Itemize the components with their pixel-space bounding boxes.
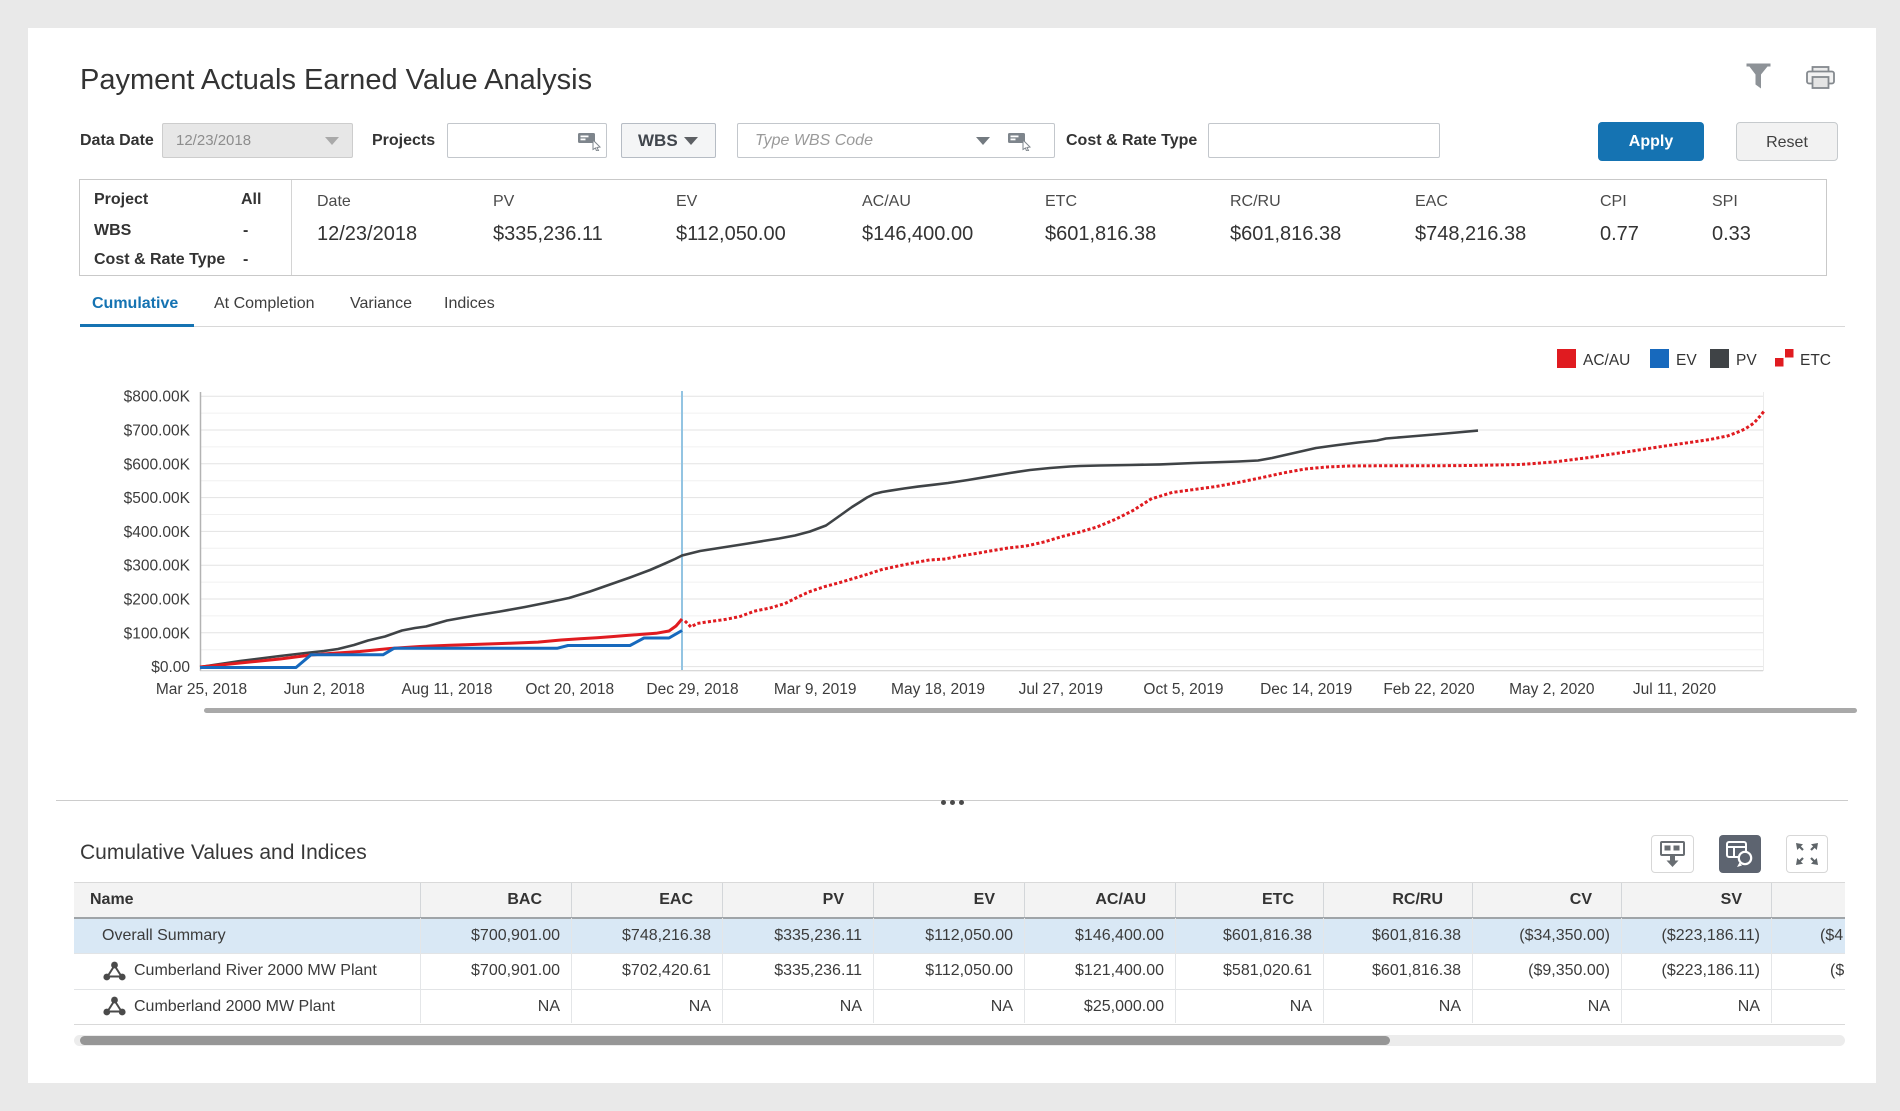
svg-text:$0.00: $0.00 — [151, 659, 190, 676]
svg-text:PV: PV — [1736, 352, 1757, 369]
svg-text:Jul 27, 2019: Jul 27, 2019 — [1019, 681, 1103, 698]
svg-text:Oct 20, 2018: Oct 20, 2018 — [525, 681, 614, 698]
svg-text:May 18, 2019: May 18, 2019 — [891, 681, 985, 698]
svg-text:$100.00K: $100.00K — [124, 625, 191, 642]
svg-text:ETC: ETC — [1800, 352, 1831, 369]
svg-text:$700.00K: $700.00K — [124, 423, 191, 440]
svg-text:$800.00K: $800.00K — [124, 389, 191, 406]
svg-text:Jul 11, 2020: Jul 11, 2020 — [1633, 681, 1717, 698]
svg-text:AC/AU: AC/AU — [1583, 352, 1630, 369]
svg-text:$400.00K: $400.00K — [124, 524, 191, 541]
svg-text:Dec 14, 2019: Dec 14, 2019 — [1260, 681, 1352, 698]
svg-text:May 2, 2020: May 2, 2020 — [1509, 681, 1595, 698]
svg-text:Jun 2, 2018: Jun 2, 2018 — [284, 681, 365, 698]
svg-text:Oct 5, 2019: Oct 5, 2019 — [1143, 681, 1223, 698]
svg-text:$500.00K: $500.00K — [124, 490, 191, 507]
svg-text:Feb 22, 2020: Feb 22, 2020 — [1383, 681, 1475, 698]
svg-text:Dec 29, 2018: Dec 29, 2018 — [646, 681, 738, 698]
svg-text:EV: EV — [1676, 352, 1697, 369]
svg-text:Mar 9, 2019: Mar 9, 2019 — [774, 681, 857, 698]
svg-text:$600.00K: $600.00K — [124, 456, 191, 473]
svg-text:$300.00K: $300.00K — [124, 558, 191, 575]
svg-text:Aug 11, 2018: Aug 11, 2018 — [401, 681, 492, 698]
svg-text:$200.00K: $200.00K — [124, 592, 191, 609]
svg-text:Mar 25, 2018: Mar 25, 2018 — [156, 681, 247, 698]
